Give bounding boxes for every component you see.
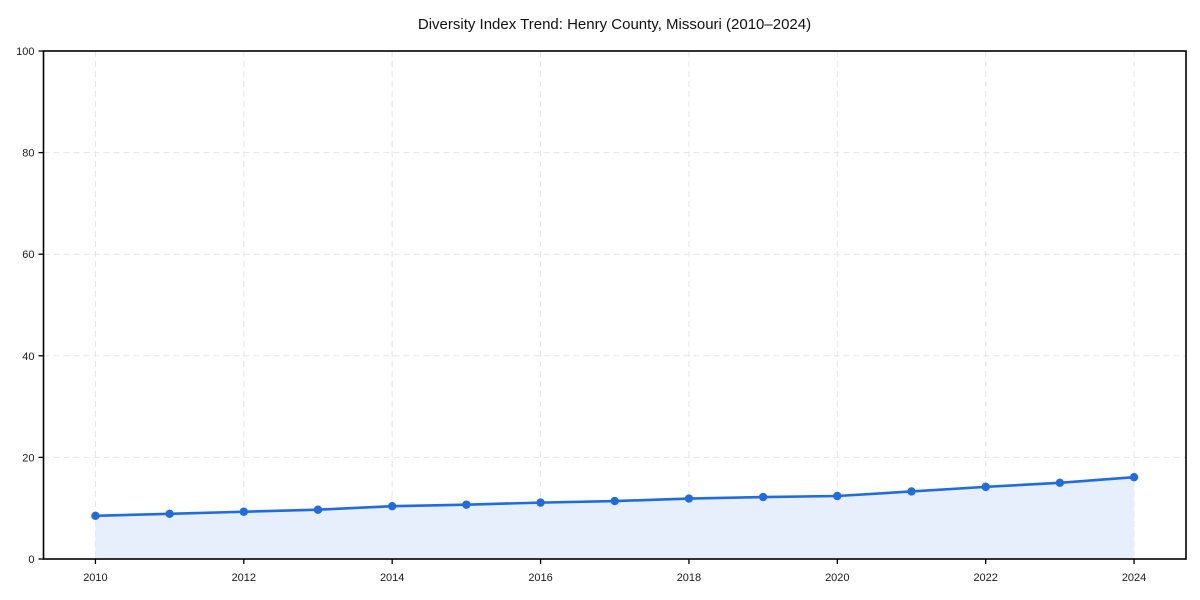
data-point-marker (536, 498, 545, 507)
x-tick-label: 2024 (1122, 572, 1146, 584)
x-tick-label: 2010 (83, 572, 107, 584)
data-point-marker (758, 492, 768, 502)
data-point-marker (313, 505, 323, 514)
trend-area (95, 477, 1135, 559)
data-point-marker (239, 507, 249, 516)
y-tick-label: 20 (22, 452, 34, 464)
data-point-marker (387, 501, 397, 511)
data-point-marker (1055, 478, 1065, 487)
chart-title: Diversity Index Trend: Henry County, Mis… (418, 16, 811, 33)
x-tick-label: 2020 (825, 572, 849, 584)
data-point-marker (610, 496, 619, 506)
data-point-marker (462, 500, 471, 509)
y-tick-label: 0 (28, 554, 34, 566)
plot-border (42, 50, 1187, 560)
data-point-marker (981, 482, 990, 492)
y-tick-label: 60 (22, 249, 34, 261)
data-point-marker (833, 491, 842, 501)
x-tick-label: 2014 (380, 572, 404, 584)
x-tick-label: 2012 (232, 572, 256, 584)
data-point-marker (684, 494, 694, 503)
y-tick-label: 80 (22, 148, 34, 160)
data-point-marker (91, 511, 100, 521)
data-point-marker (165, 509, 174, 518)
x-tick-label: 2018 (677, 572, 701, 584)
data-point-marker (907, 487, 916, 496)
x-tick-label: 2016 (528, 572, 552, 584)
x-tick-label: 2022 (973, 572, 997, 584)
y-tick-label: 40 (22, 351, 34, 363)
y-tick-label: 100 (16, 46, 34, 58)
data-point-marker (1129, 473, 1139, 482)
